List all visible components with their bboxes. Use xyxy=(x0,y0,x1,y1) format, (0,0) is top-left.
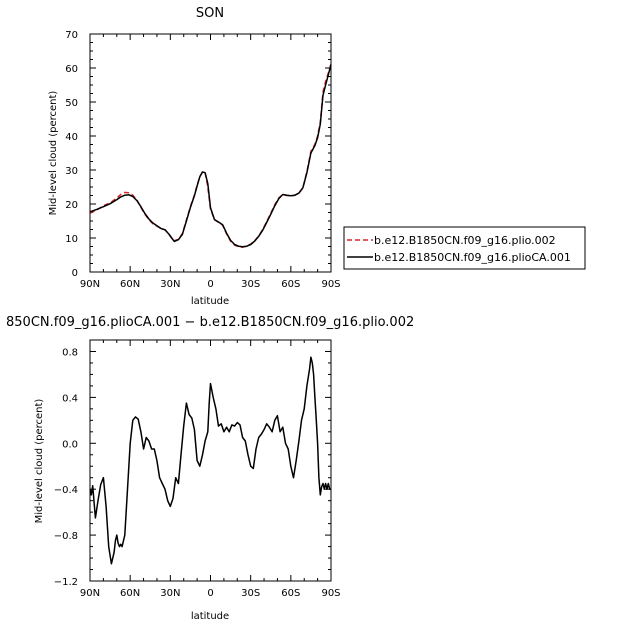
bottom-x-tick-label: 60N xyxy=(120,588,140,599)
bottom-x-tick-label: 30N xyxy=(160,588,180,599)
top-x-tick-label: 60N xyxy=(120,279,140,290)
legend-box xyxy=(343,226,586,270)
bottom-x-axis-label: latitude xyxy=(191,611,229,622)
bottom-plot-frame xyxy=(89,339,332,582)
top-x-tick-label: 30S xyxy=(241,279,260,290)
bottom-y-tick-label: 0.0 xyxy=(62,439,78,450)
top-x-tick-label: 30N xyxy=(160,279,180,290)
bottom-chart: 850CN.f09_g16.plioCA.001 − b.e12.B1850CN… xyxy=(6,315,414,622)
bottom-y-tick-label: −0.8 xyxy=(54,531,78,542)
top-y-tick-label: 30 xyxy=(65,166,78,177)
bottom-y-axis-label: Mid-level cloud (percent) xyxy=(34,399,45,524)
top-x-tick-label: 90N xyxy=(80,279,100,290)
bottom-x-tick-label: 30S xyxy=(241,588,260,599)
bottom-series-line-0 xyxy=(89,356,331,565)
top-plot-frame xyxy=(89,33,332,273)
top-y-tick-label: 20 xyxy=(65,200,78,211)
bottom-y-tick-label: −0.4 xyxy=(54,485,78,496)
bottom-x-tick-label: 90N xyxy=(80,588,100,599)
top-y-tick-label: 50 xyxy=(65,98,78,109)
top-chart-title: SON xyxy=(196,6,224,21)
legend: b.e12.B1850CN.f09_g16.plio.002 b.e12.B18… xyxy=(343,226,586,270)
top-x-tick-label: 90S xyxy=(321,279,340,290)
top-series-line-1 xyxy=(89,64,332,248)
top-x-tick-label: 0 xyxy=(207,279,213,290)
bottom-y-tick-label: 0.8 xyxy=(62,347,78,358)
top-y-tick-label: 70 xyxy=(65,30,78,41)
top-y-tick-label: 60 xyxy=(65,64,78,75)
bottom-x-tick-label: 60S xyxy=(281,588,300,599)
legend-label-plio-002: b.e12.B1850CN.f09_g16.plio.002 xyxy=(374,234,556,247)
top-y-tick-label: 10 xyxy=(65,234,78,245)
top-y-tick-label: 0 xyxy=(72,268,78,279)
bottom-chart-title: 850CN.f09_g16.plioCA.001 − b.e12.B1850CN… xyxy=(6,315,414,330)
bottom-x-tick-label: 90S xyxy=(321,588,340,599)
top-x-axis-label: latitude xyxy=(191,296,229,307)
bottom-x-tick-label: 0 xyxy=(207,588,213,599)
top-x-tick-label: 60S xyxy=(281,279,300,290)
bottom-y-tick-label: −1.2 xyxy=(54,577,78,588)
top-y-tick-label: 40 xyxy=(65,132,78,143)
top-chart: SON latitude Mid-level cloud (percent) 9… xyxy=(48,6,341,307)
bottom-y-tick-label: 0.4 xyxy=(62,393,78,404)
legend-label-plioCA-001: b.e12.B1850CN.f09_g16.plioCA.001 xyxy=(374,251,571,264)
top-series-line-0 xyxy=(89,63,332,248)
top-y-axis-label: Mid-level cloud (percent) xyxy=(48,91,59,216)
